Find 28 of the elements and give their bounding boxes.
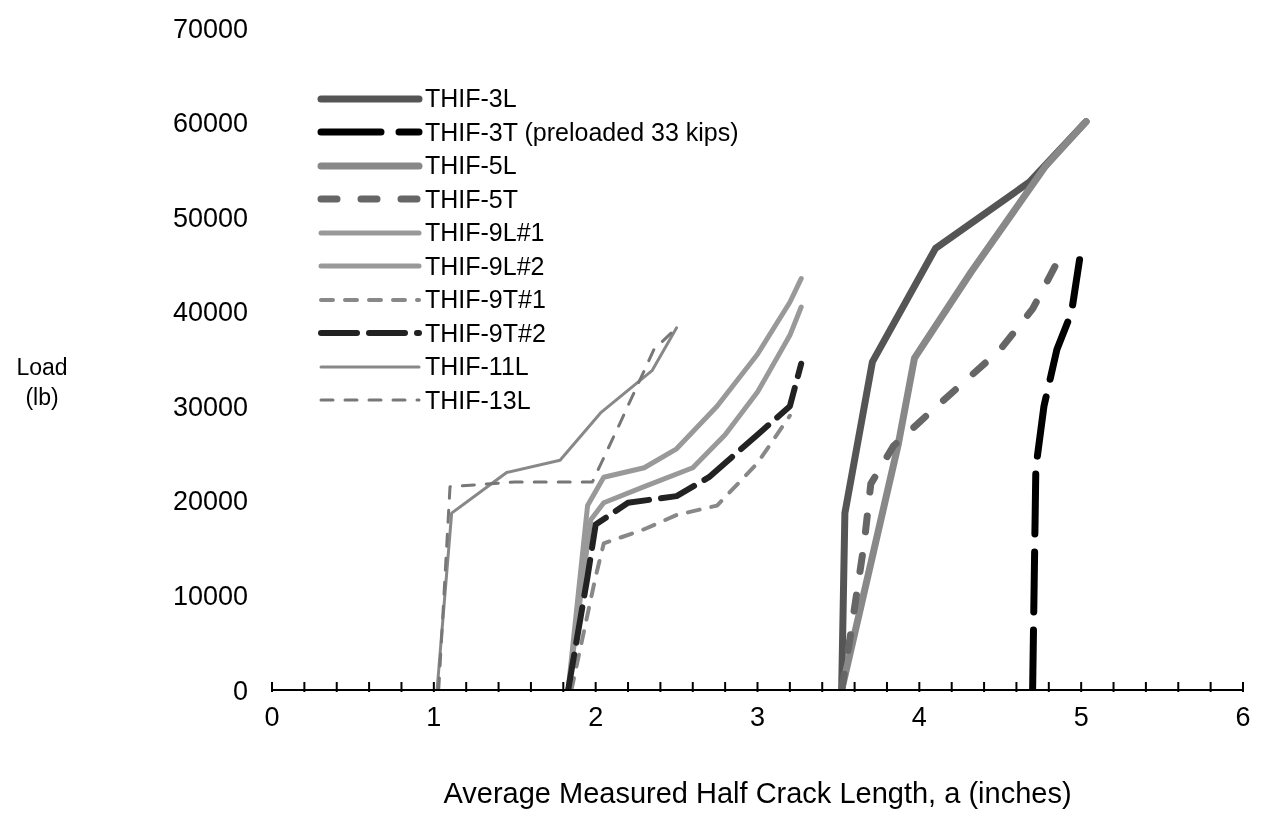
x-tick-label: 5 bbox=[1073, 702, 1089, 732]
legend-label: THIF-5T bbox=[425, 184, 519, 214]
legend-label: THIF-9T#1 bbox=[425, 285, 546, 315]
x-tick-label: 1 bbox=[426, 702, 442, 732]
y-tick-label: 20000 bbox=[172, 486, 248, 517]
x-axis-title: Average Measured Half Crack Length, a (inches) bbox=[443, 777, 1072, 809]
y-tick-label: 30000 bbox=[172, 391, 248, 422]
x-tick-label: 2 bbox=[588, 702, 604, 732]
y-tick-label: 60000 bbox=[172, 108, 248, 139]
legend-label: THIF-9L#2 bbox=[425, 251, 545, 281]
legend-label: THIF-9T#2 bbox=[425, 318, 546, 348]
y-tick-label: 40000 bbox=[172, 297, 248, 328]
y-axis-title: Load (lb) bbox=[16, 354, 68, 410]
legend-label: THIF-11L bbox=[425, 352, 529, 382]
x-tick-label: 4 bbox=[911, 702, 927, 732]
x-tick-label: 0 bbox=[264, 702, 280, 732]
y-tick-label: 10000 bbox=[172, 581, 248, 612]
legend-label: THIF-3T (preloaded 33 kips) bbox=[425, 117, 739, 147]
y-tick-label: 0 bbox=[232, 675, 248, 706]
legend-label: THIF-5L bbox=[425, 151, 517, 181]
x-tick-label: 6 bbox=[1235, 702, 1251, 732]
y-tick-label: 50000 bbox=[172, 202, 248, 233]
y-tick-label: 70000 bbox=[172, 13, 248, 44]
line-series bbox=[569, 413, 792, 690]
legend-label: THIF-13L bbox=[425, 385, 531, 415]
legend-label: THIF-9L#1 bbox=[425, 218, 545, 248]
legend-label: THIF-3L bbox=[425, 84, 517, 114]
x-tick-label: 3 bbox=[749, 702, 766, 732]
